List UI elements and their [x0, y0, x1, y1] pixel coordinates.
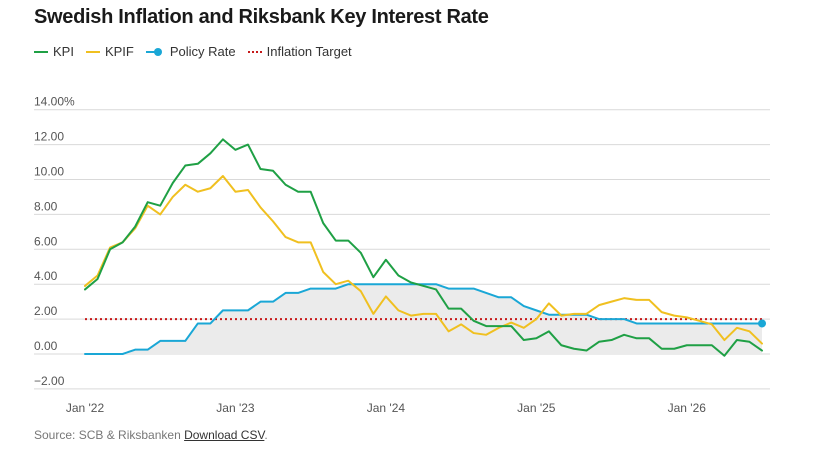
y-tick-label-6: 2.00	[34, 304, 58, 318]
legend-item-kpi[interactable]: KPI	[34, 44, 74, 59]
source-note: Source: SCB & Riksbanken Download CSV.	[34, 428, 268, 442]
series-layer	[84, 138, 766, 357]
y-tick-label-3: 8.00	[34, 199, 58, 213]
legend-swatch-kpif	[85, 50, 100, 53]
series-line-policy-rate	[84, 283, 763, 355]
legend-label-inflation-target: Inflation Target	[266, 44, 352, 59]
y-tick-label-0: 14.00%	[34, 95, 75, 109]
y-tick-label-5: 4.00	[34, 269, 58, 283]
legend-label-kpi: KPI	[53, 44, 74, 59]
legend-swatch-inflation-target	[247, 50, 262, 53]
legend-item-policy-rate[interactable]: Policy Rate	[145, 44, 236, 59]
legend-label-policy-rate: Policy Rate	[169, 44, 236, 59]
legend-item-kpif[interactable]: KPIF	[85, 44, 134, 59]
y-tick-label-7: 0.00	[34, 339, 58, 353]
area-layer	[85, 284, 762, 354]
x-tick-label-0: Jan '22	[66, 401, 105, 415]
legend-swatch-kpi	[34, 50, 48, 53]
y-tick-label-4: 6.00	[34, 234, 58, 248]
y-tick-label-2: 10.00	[34, 165, 64, 179]
source-text: Source: SCB & Riksbanken	[34, 428, 181, 442]
y-tick-label-1: 12.00	[34, 130, 64, 144]
x-tick-label-4: Jan '26	[668, 401, 707, 415]
x-axis-ticks: Jan '22 Jan '23 Jan '24 Jan '25 Jan '26	[66, 401, 706, 415]
y-axis-ticks: 14.00% 12.00 10.00 8.00 6.00 4.00 2.00 0.00 −2.0…	[34, 95, 75, 388]
download-csv-link[interactable]: Download CSV	[184, 428, 265, 442]
y-tick-label-8: −2.00	[34, 374, 65, 388]
x-tick-label-1: Jan '23	[216, 401, 255, 415]
legend-dot-policy-rate	[153, 47, 162, 56]
chart-legend: KPI KPIF Policy Rate Inflation Target	[34, 44, 364, 59]
chart-title: Swedish Inflation and Riksbank Key Inter…	[34, 6, 489, 28]
policy-rate-end-dot	[758, 319, 766, 328]
legend-item-inflation-target[interactable]: Inflation Target	[247, 44, 352, 59]
policy-rate-area	[85, 284, 762, 354]
source-suffix: .	[264, 428, 268, 442]
x-tick-label-3: Jan '25	[517, 401, 556, 415]
legend-swatch-policy-rate	[145, 50, 160, 53]
legend-label-kpif: KPIF	[104, 44, 134, 59]
x-tick-label-2: Jan '24	[367, 401, 406, 415]
series-line-kpi	[84, 138, 763, 357]
series-line-kpif	[84, 175, 763, 345]
